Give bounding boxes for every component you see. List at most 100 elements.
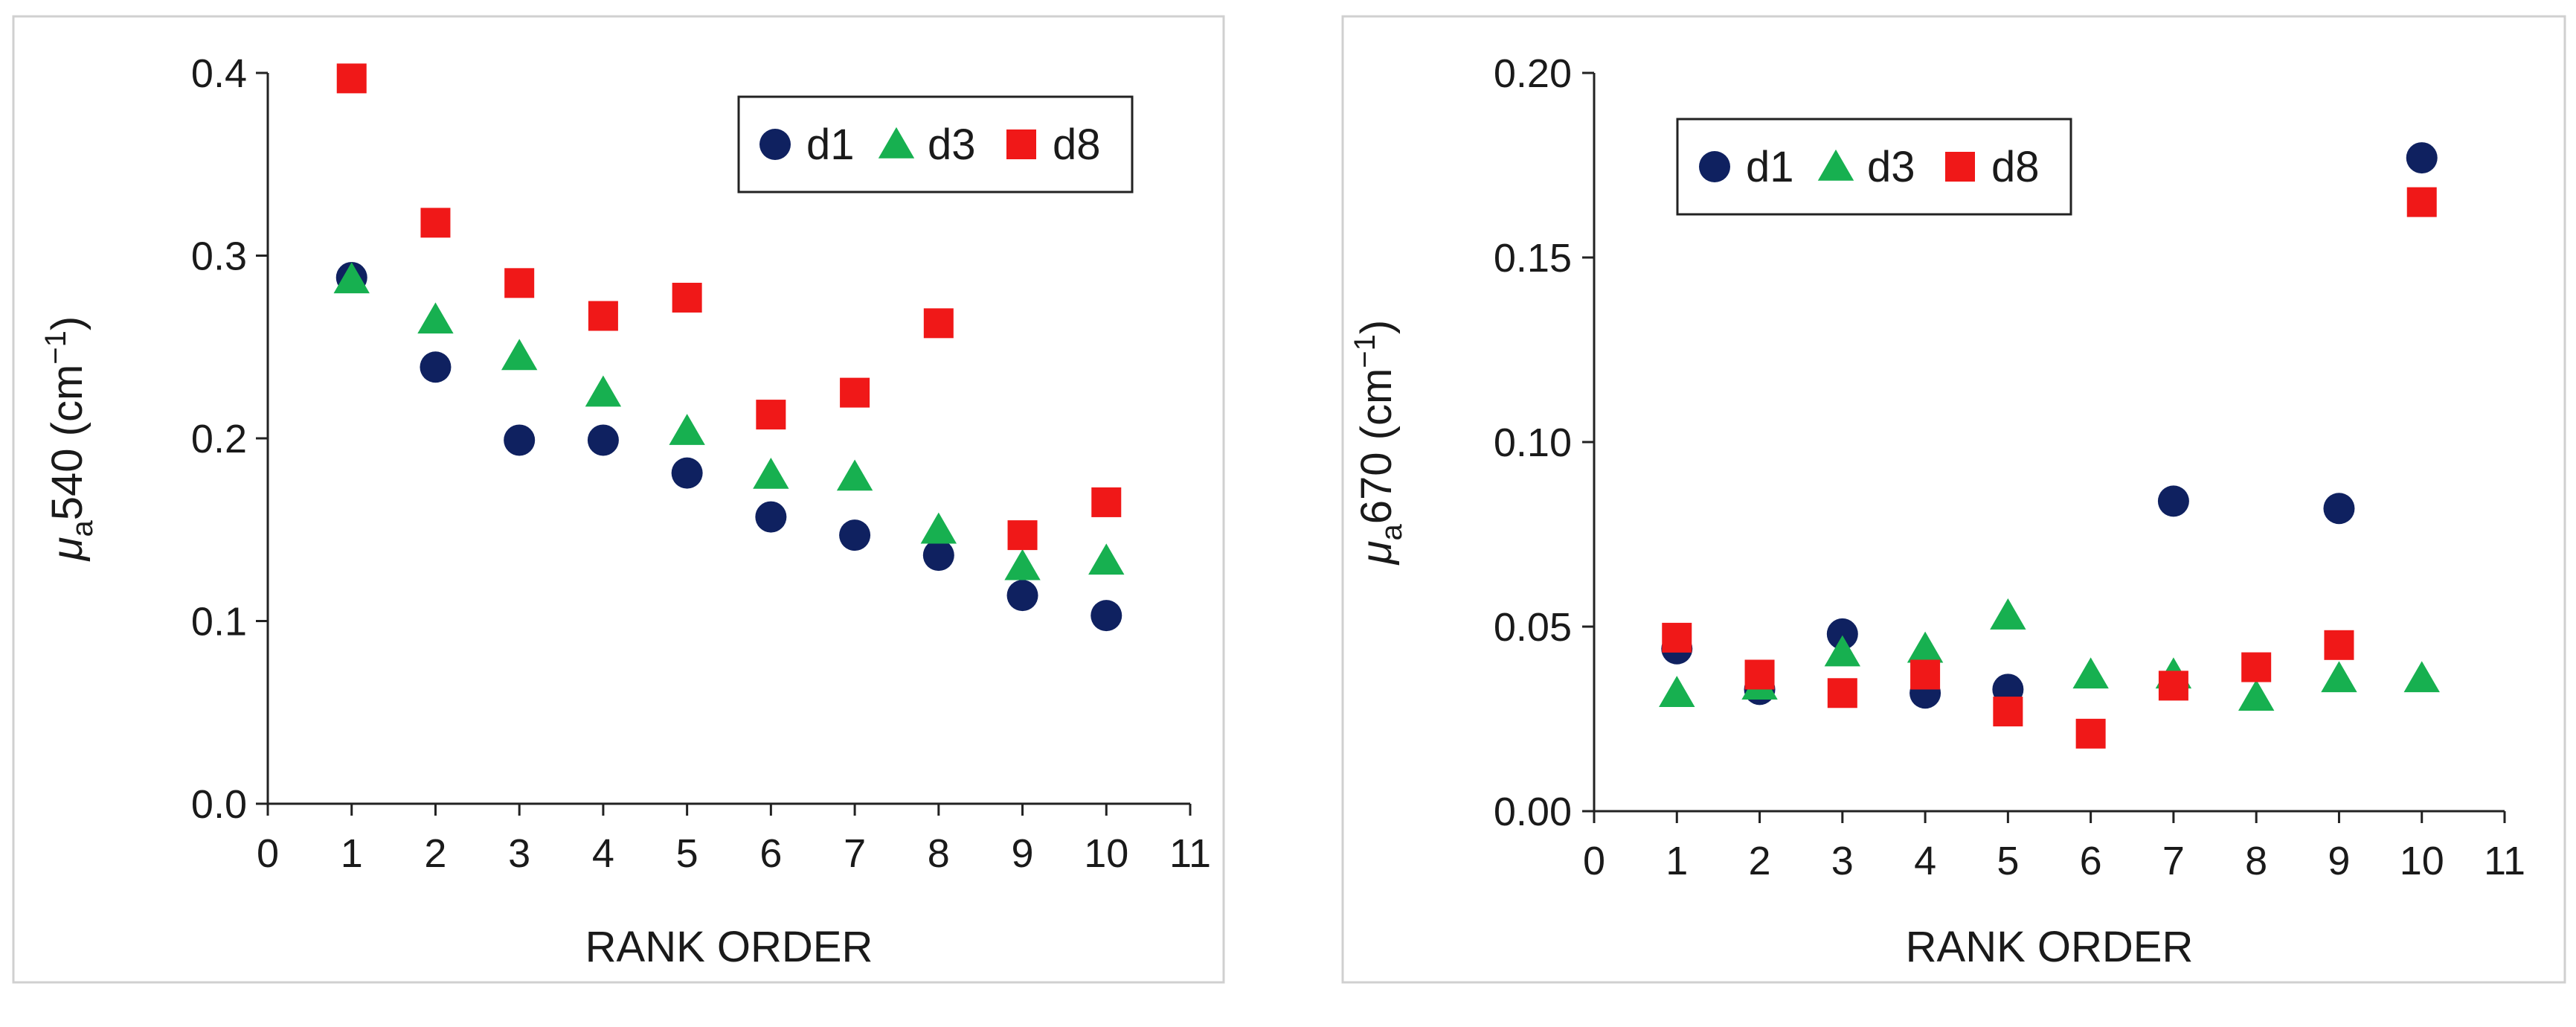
legend-marker-d8: [1006, 129, 1036, 159]
point-d3: [920, 512, 957, 544]
point-d8: [923, 308, 954, 339]
point-d8: [2075, 718, 2106, 749]
series-d8: [1662, 187, 2437, 749]
legend-label-d3: d3: [1867, 143, 1915, 191]
point-d3: [1907, 631, 1944, 663]
point-d8: [1993, 697, 2023, 727]
x-tick-label: 1: [341, 831, 363, 876]
point-d3: [1088, 543, 1125, 575]
y-tick-label: 0.15: [1494, 236, 1572, 281]
point-d3: [1990, 598, 2026, 630]
legend-label-d3: d3: [928, 121, 976, 169]
x-tick-label: 9: [2328, 839, 2350, 883]
point-d8: [2406, 187, 2437, 217]
point-d1: [1006, 580, 1038, 612]
point-d3: [333, 262, 370, 294]
x-tick-label: 8: [928, 831, 950, 876]
legend-label-d8: d8: [1991, 143, 2040, 191]
x-tick-label: 10: [2400, 839, 2444, 883]
point-d8: [2324, 630, 2354, 660]
x-tick-label: 8: [2245, 839, 2267, 883]
legend-marker-d1: [759, 129, 791, 160]
x-tick-label: 2: [1749, 839, 1771, 883]
x-tick-label: 6: [2080, 839, 2102, 883]
chart-panel-1: 0.0 0.1 0.2 0.3 0.4 0 1 2 3 4 5 6 7 8 9 10 11 RANK ORDER μ…: [12, 15, 1225, 984]
x-tick-label: 5: [676, 831, 698, 876]
y-tick-label: 0.4: [191, 51, 247, 96]
point-d8: [840, 377, 870, 408]
point-d8: [336, 63, 367, 94]
y-tick-label: 0.0: [191, 782, 247, 827]
x-tick-label: 4: [592, 831, 614, 876]
legend-marker-d3: [1817, 149, 1854, 181]
point-d8: [1007, 520, 1038, 551]
legend-box: [737, 95, 1134, 193]
x-tick-label: 5: [1997, 839, 2019, 883]
legend-marker-d8: [1945, 152, 1975, 182]
point-d3: [585, 375, 622, 407]
x-tick-label: 10: [1084, 831, 1128, 876]
legend-box: [1676, 118, 2072, 216]
point-d1: [587, 424, 619, 456]
y-tick-label: 0.00: [1494, 790, 1572, 834]
point-d1: [2157, 485, 2189, 517]
legend: d1 d3 d8: [737, 95, 1134, 193]
point-d8: [756, 400, 786, 430]
x-tick-label: 3: [508, 831, 530, 876]
x-tick-label: 0: [1583, 839, 1605, 883]
point-d8: [1744, 659, 1775, 690]
point-d3: [417, 302, 454, 334]
legend: d1 d3 d8: [1676, 118, 2072, 216]
point-d1: [2323, 493, 2355, 525]
x-axis-title: RANK ORDER: [585, 923, 873, 971]
point-d3: [753, 458, 789, 489]
x-tick-label: 4: [1914, 839, 1936, 883]
point-d3: [2403, 661, 2440, 693]
point-d1: [504, 424, 536, 456]
x-tick-label: 11: [1169, 831, 1211, 876]
y-tick-label: 0.3: [191, 234, 247, 279]
point-d8: [2241, 652, 2272, 682]
y-axis-title: μa540 (cm−1): [39, 316, 99, 562]
point-d3: [1659, 676, 1695, 707]
point-d8: [588, 301, 618, 331]
point-d1: [2406, 142, 2438, 174]
point-d3: [836, 459, 873, 491]
legend-marker-d1: [1699, 151, 1730, 182]
point-d8: [1910, 659, 1941, 690]
x-tick-label: 3: [1831, 839, 1854, 883]
y-axis-title: μa670 (cm−1): [1349, 320, 1408, 566]
x-tick-label: 1: [1666, 839, 1688, 883]
point-d1: [922, 540, 954, 572]
legend-label-d1: d1: [1746, 143, 1794, 191]
point-d3: [2238, 679, 2275, 711]
point-d1: [755, 501, 787, 533]
x-tick-label: 9: [1012, 831, 1034, 876]
y-tick-label: 0.10: [1494, 420, 1572, 465]
y-tick-label: 0.20: [1494, 51, 1572, 96]
point-d8: [1827, 678, 1857, 708]
series-d3: [333, 262, 1125, 580]
point-d3: [2321, 661, 2357, 693]
point-d8: [504, 268, 535, 298]
point-d3: [669, 414, 705, 445]
x-tick-label: 7: [2162, 839, 2185, 883]
series-d8: [336, 63, 1122, 551]
x-tick-label: 11: [2484, 839, 2525, 883]
point-d8: [1091, 487, 1122, 517]
point-d1: [1826, 618, 1858, 650]
point-d8: [420, 208, 451, 238]
point-d8: [1662, 622, 1692, 653]
legend-label-d1: d1: [806, 121, 855, 169]
x-tick-label: 6: [759, 831, 782, 876]
point-d1: [671, 457, 703, 489]
x-tick-label: 7: [844, 831, 866, 876]
y-tick-label: 0.2: [191, 417, 247, 461]
point-d1: [839, 519, 871, 551]
point-d8: [2158, 671, 2188, 701]
legend-label-d8: d8: [1053, 121, 1101, 169]
point-d1: [420, 351, 452, 383]
point-d3: [2072, 657, 2109, 689]
